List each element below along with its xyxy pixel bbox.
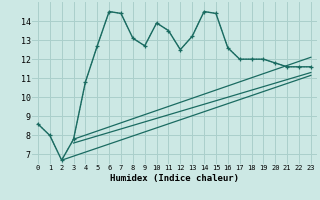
X-axis label: Humidex (Indice chaleur): Humidex (Indice chaleur)	[110, 174, 239, 183]
